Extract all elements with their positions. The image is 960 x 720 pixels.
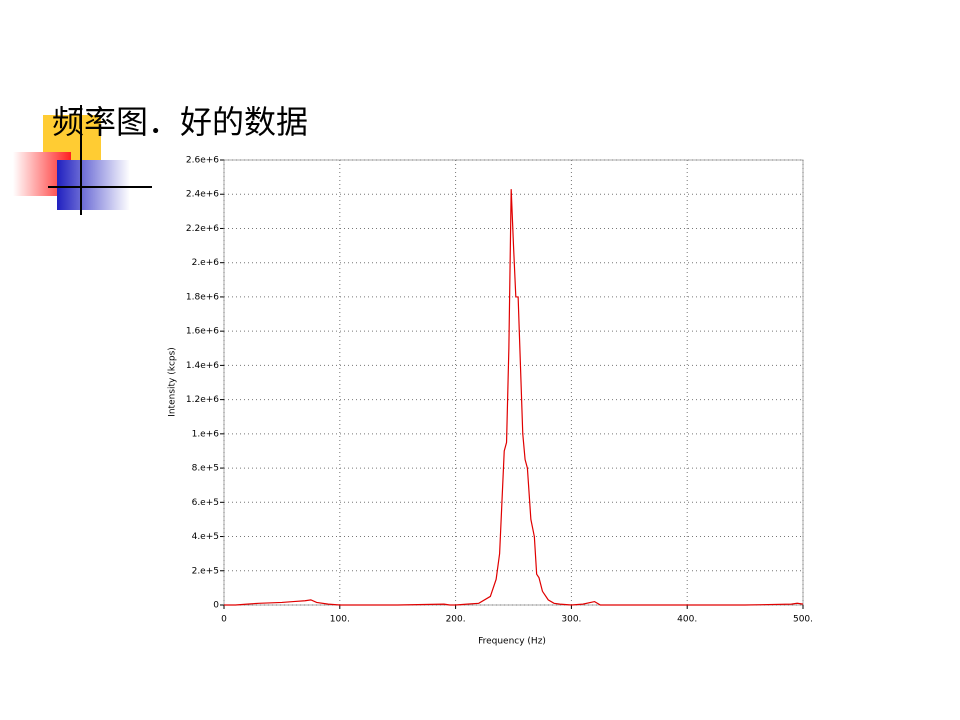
y-tick-label: 8.e+5 — [192, 464, 219, 474]
plot-frame — [223, 159, 804, 606]
y-tick-label: 6.e+5 — [192, 498, 219, 508]
y-tick-label: 2.4e+6 — [186, 190, 219, 200]
y-tick-label: 2.6e+6 — [186, 156, 219, 166]
y-tick-label: 2.e+6 — [192, 258, 220, 268]
y-tick-label: 2.e+5 — [192, 566, 219, 576]
x-tick-label: 0 — [221, 615, 227, 625]
y-tick-label: 1.8e+6 — [186, 292, 219, 302]
x-tick-label: 400. — [677, 615, 697, 625]
data-line — [224, 189, 804, 606]
x-tick-label: 500. — [793, 615, 813, 625]
x-tick-label: 300. — [561, 615, 581, 625]
y-tick-label: 1.e+6 — [192, 429, 220, 439]
slide-title: 频率图．好的数据 — [52, 103, 308, 141]
x-tick-label: 100. — [330, 615, 350, 625]
y-tick-label: 1.4e+6 — [186, 361, 219, 371]
x-tick-label: 200. — [446, 615, 466, 625]
y-tick-label: 2.2e+6 — [186, 224, 219, 234]
x-axis-label: Frequency (Hz) — [478, 637, 546, 647]
y-axis-label: Intensity (kcps) — [168, 347, 178, 417]
y-tick-label: 1.6e+6 — [186, 327, 219, 337]
decoration — [13, 105, 152, 215]
y-tick-label: 1.2e+6 — [186, 395, 219, 405]
y-tick-label: 4.e+5 — [192, 532, 219, 542]
y-tick-label: 0 — [213, 601, 219, 611]
